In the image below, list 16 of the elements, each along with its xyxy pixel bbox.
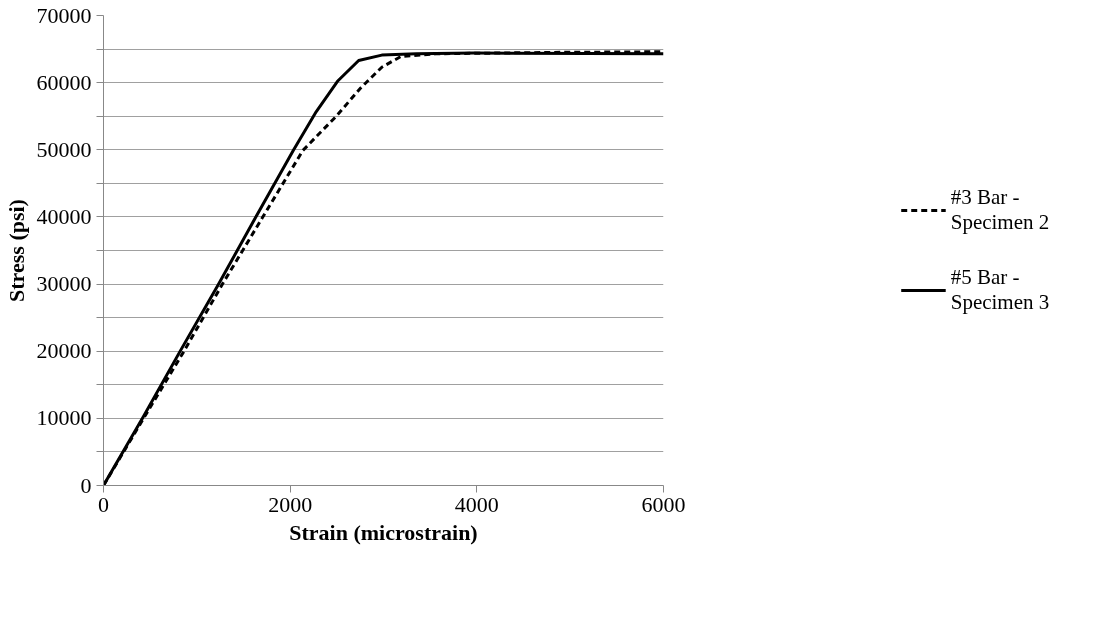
x-tick-label: 6000: [641, 491, 686, 517]
y-tick-label: 20000: [36, 338, 92, 364]
y-tick-label: 40000: [36, 203, 92, 229]
y-tick-label: 0: [80, 472, 92, 498]
y-tick-label: 30000: [36, 271, 92, 297]
y-tick-label: 10000: [36, 405, 92, 431]
y-axis-title: Stress (psi): [3, 199, 29, 302]
x-tick-label: 2000: [268, 491, 313, 517]
y-tick-label: 60000: [36, 69, 92, 95]
x-tick-label: 0: [98, 491, 109, 517]
y-tick-label: 50000: [36, 136, 92, 162]
legend-label: #3 Bar - Specimen 2: [950, 185, 1050, 235]
legend-label: #5 Bar - Specimen 3: [950, 265, 1050, 315]
x-axis-title: Strain (microstrain): [289, 519, 478, 545]
x-tick-label: 4000: [454, 491, 499, 517]
y-tick-label: 70000: [36, 2, 92, 28]
